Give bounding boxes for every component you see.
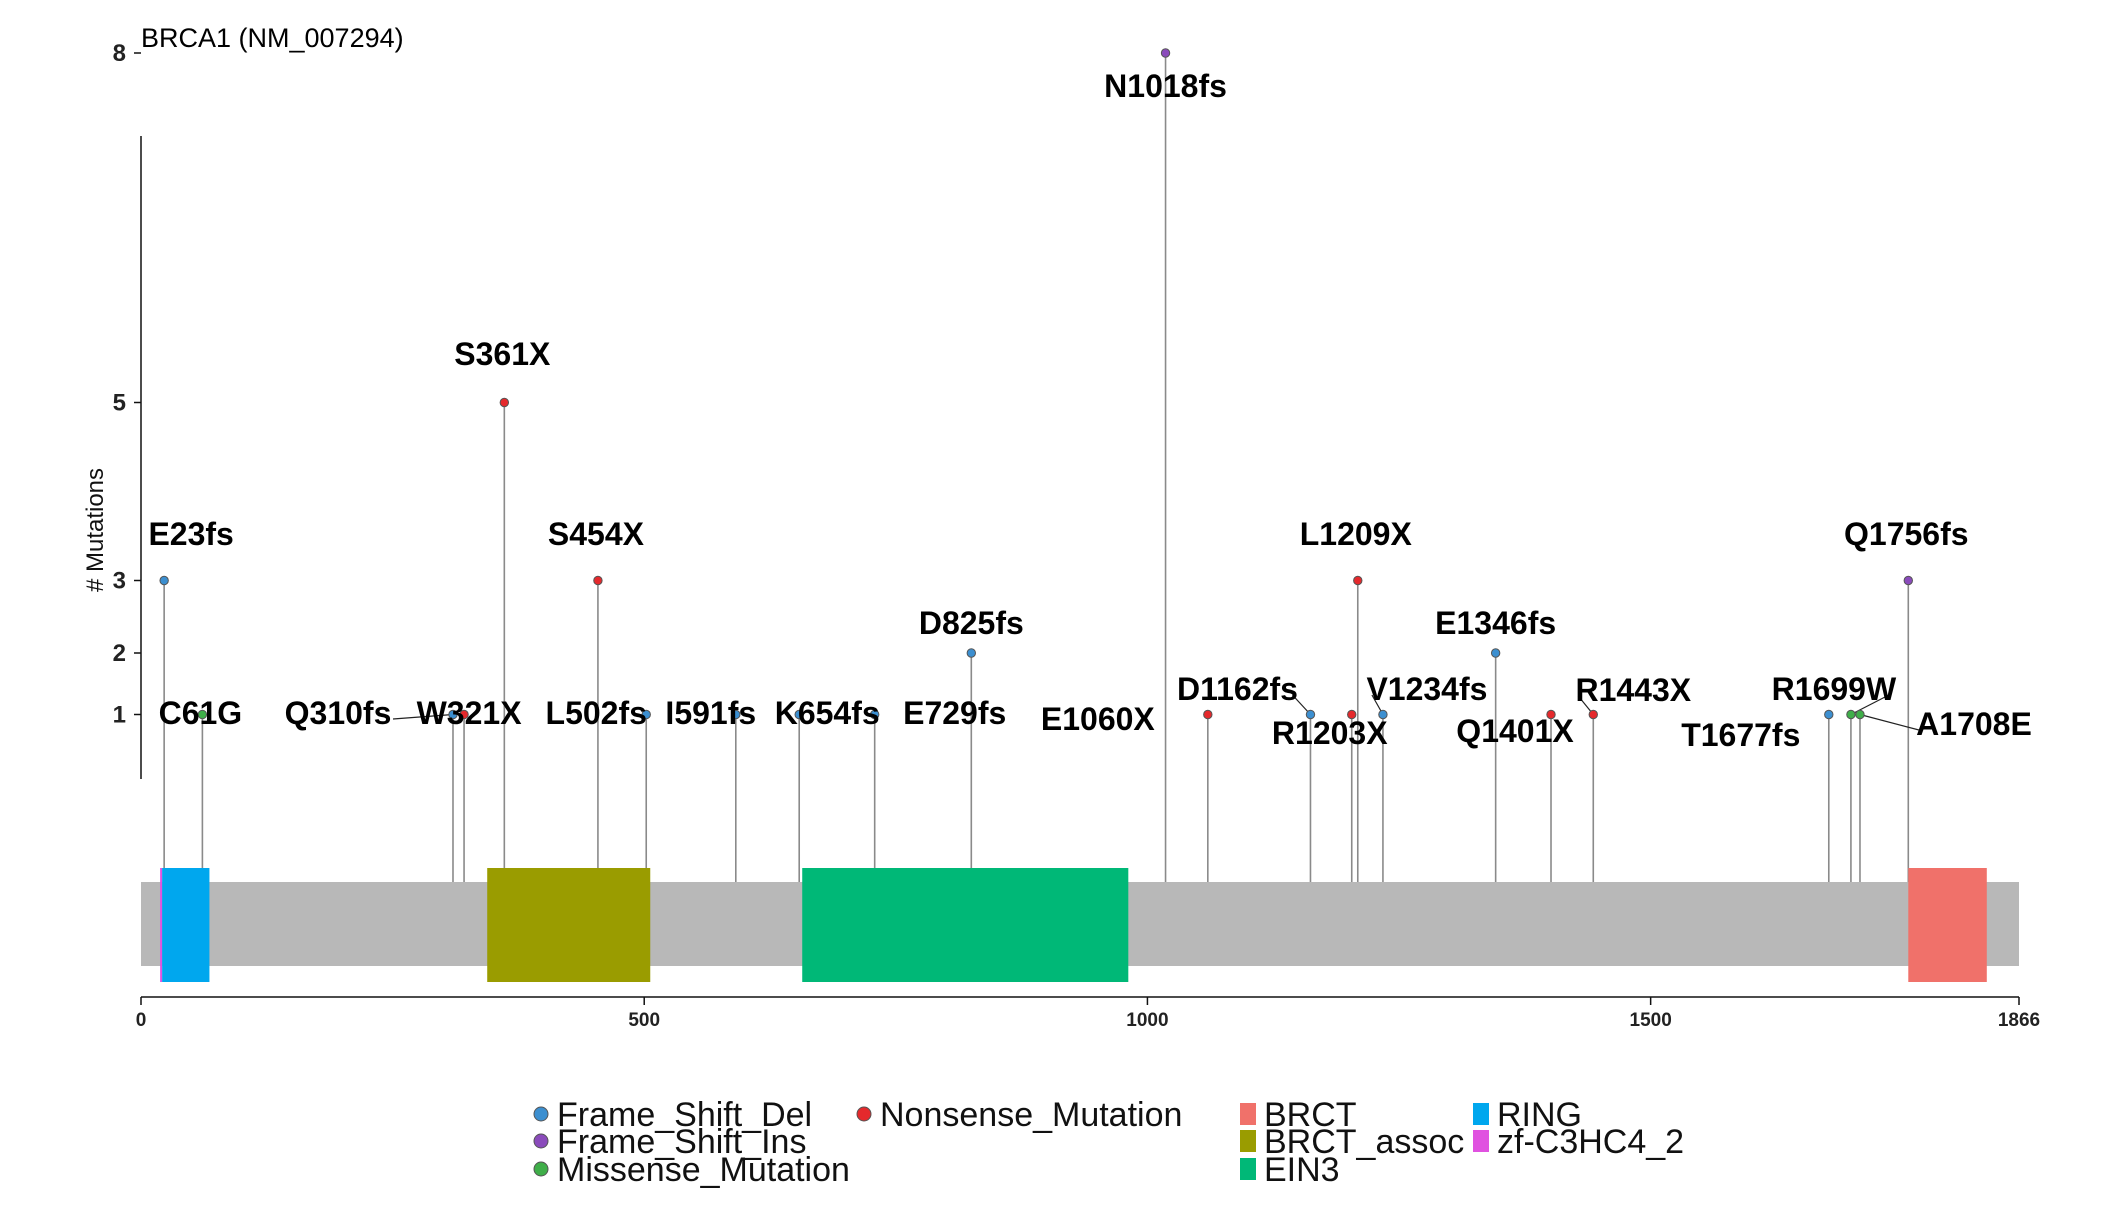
mutation-label-l502fs: L502fs (546, 695, 647, 731)
y-tick-label-5: 5 (113, 390, 126, 417)
y-tick-label-2: 2 (113, 640, 126, 667)
domain-brct-assoc (487, 868, 651, 982)
mutation-label-n1018fs: N1018fs (1104, 68, 1227, 104)
lollipop-head-e1346fs (1490, 648, 1501, 658)
mutation-label-v1234fs: V1234fs (1366, 671, 1487, 707)
lollipop-head-r1203x (1347, 709, 1357, 720)
lollipop-head-l1209x (1353, 575, 1363, 586)
lollipop-stems (163, 53, 1910, 882)
y-axis-label: # Mutations (82, 468, 109, 592)
lollipop-head-t1677fs (1824, 709, 1834, 720)
legend-swatch-zf-c3hc4-2 (1473, 1130, 1489, 1152)
y-tick-label-3: 3 (113, 568, 126, 595)
mutation-label-c61g: C61G (159, 695, 243, 731)
mutation-label-t1677fs: T1677fs (1681, 717, 1800, 753)
mutation-label-l1209x: L1209X (1300, 516, 1413, 552)
x-axis-ticks: 0 500 1000 1500 1866 (136, 997, 2040, 1031)
legend-label-nonsense-mutation: Nonsense_Mutation (880, 1096, 1182, 1134)
domain-ring (162, 868, 210, 982)
mutation-label-w321x: W321X (417, 695, 523, 731)
lollipop-head-l502fs (641, 709, 651, 720)
legend-label-zf-c3hc4-2: zf-C3HC4_2 (1497, 1123, 1684, 1161)
mutation-label-d1162fs: D1162fs (1177, 671, 1298, 707)
mutation-label-e1346fs: E1346fs (1435, 605, 1556, 641)
lollipop-head-i591fs (731, 709, 741, 720)
x-tick-label-1500: 1500 (1630, 1010, 1672, 1031)
legend-swatch-brct-assoc (1240, 1130, 1256, 1152)
lollipop-head-v1234fs (1378, 709, 1388, 720)
lollipop-heads (159, 48, 1913, 720)
mutation-label-r1699w: R1699W (1772, 671, 1897, 707)
lollipop-head-e729fs (869, 709, 880, 720)
mutation-label-i591fs: I591fs (665, 695, 756, 731)
mutation-labels: E23fs C61G Q310fs W321X S361X S454X L502fs I591… (148, 68, 2031, 753)
mutation-label-d825fs: D825fs (919, 605, 1024, 641)
mutation-label-q1756fs: Q1756fs (1844, 516, 1969, 552)
lollipop-head-d825fs (966, 648, 977, 658)
leader-q310fs (392, 713, 454, 720)
legend-swatch-frame-shift-ins (533, 1133, 549, 1149)
y-tick-label-8: 8 (113, 40, 126, 67)
lollipop-head-q1401x (1546, 709, 1556, 720)
mutation-label-q310fs: Q310fs (285, 695, 392, 731)
legend-label-brct-assoc: BRCT_assoc (1264, 1123, 1464, 1161)
legend-label-frame-shift-del: Frame_Shift_Del (557, 1096, 812, 1134)
legend-swatch-frame-shift-del (533, 1106, 549, 1122)
y-tick-label-1: 1 (113, 702, 126, 729)
lollipop-head-d1162fs (1305, 709, 1316, 720)
domain-brct (1908, 868, 1987, 982)
legend-label-ein3: EIN3 (1264, 1151, 1340, 1189)
legend-label-ring: RING (1497, 1096, 1582, 1134)
legend: Frame_Shift_DelFrame_Shift_InsMissense_M… (533, 1096, 1684, 1189)
lollipop-head-q1756fs (1903, 575, 1913, 586)
lollipop-head-q310fs (448, 709, 458, 720)
chart-title: BRCA1 (NM_007294) (141, 23, 404, 53)
mutation-label-k654fs: K654fs (775, 695, 880, 731)
mutation-label-e1060x: E1060X (1041, 701, 1156, 737)
leader-a1708e (1859, 713, 1920, 731)
mutation-label-r1203x: R1203X (1272, 715, 1388, 751)
x-tick-label-1866: 1866 (1998, 1010, 2040, 1031)
lollipop-head-a1708e (1855, 709, 1865, 720)
mutation-label-r1443x: R1443X (1575, 672, 1691, 708)
domain-zf-c3hc4-2 (160, 868, 163, 982)
protein-domains (160, 868, 1987, 982)
legend-label-frame-shift-ins: Frame_Shift_Ins (557, 1123, 806, 1161)
mutation-label-q1401x: Q1401X (1456, 713, 1574, 749)
legend-label-missense-mutation: Missense_Mutation (557, 1151, 850, 1189)
x-tick-label-0: 0 (136, 1010, 147, 1031)
y-axis-ticks: 1 2 3 5 8 (113, 40, 141, 729)
lollipop-head-r1699w (1846, 709, 1856, 720)
lollipop-head-e23fs (159, 575, 169, 586)
x-tick-label-500: 500 (628, 1010, 660, 1031)
legend-swatch-ein3 (1240, 1158, 1256, 1180)
lollipop-head-s454x (593, 575, 603, 586)
lollipop-head-r1443x (1588, 709, 1598, 720)
lollipop-head-w321x (459, 709, 469, 720)
legend-label-brct: BRCT (1264, 1096, 1357, 1134)
lollipop-head-n1018fs (1160, 48, 1171, 58)
mutation-label-s454x: S454X (548, 516, 645, 552)
legend-swatch-nonsense-mutation (856, 1106, 872, 1122)
mutation-label-e729fs: E729fs (903, 695, 1006, 731)
x-tick-label-1000: 1000 (1126, 1010, 1168, 1031)
lollipop-head-c61g (197, 709, 208, 720)
mutation-label-a1708e: A1708E (1916, 706, 2032, 742)
lollipop-head-s361x (499, 397, 510, 408)
x-axis: 0 500 1000 1500 1866 (136, 996, 2040, 1031)
lollipop-head-k654fs (794, 709, 804, 720)
domain-ein3 (802, 868, 1129, 982)
mutation-label-s361x: S361X (454, 336, 551, 372)
legend-swatch-ring (1473, 1103, 1489, 1125)
mutation-label-e23fs: E23fs (148, 516, 233, 552)
legend-swatch-brct (1240, 1103, 1256, 1125)
lollipop-head-e1060x (1203, 709, 1213, 720)
legend-swatch-missense-mutation (533, 1161, 549, 1177)
